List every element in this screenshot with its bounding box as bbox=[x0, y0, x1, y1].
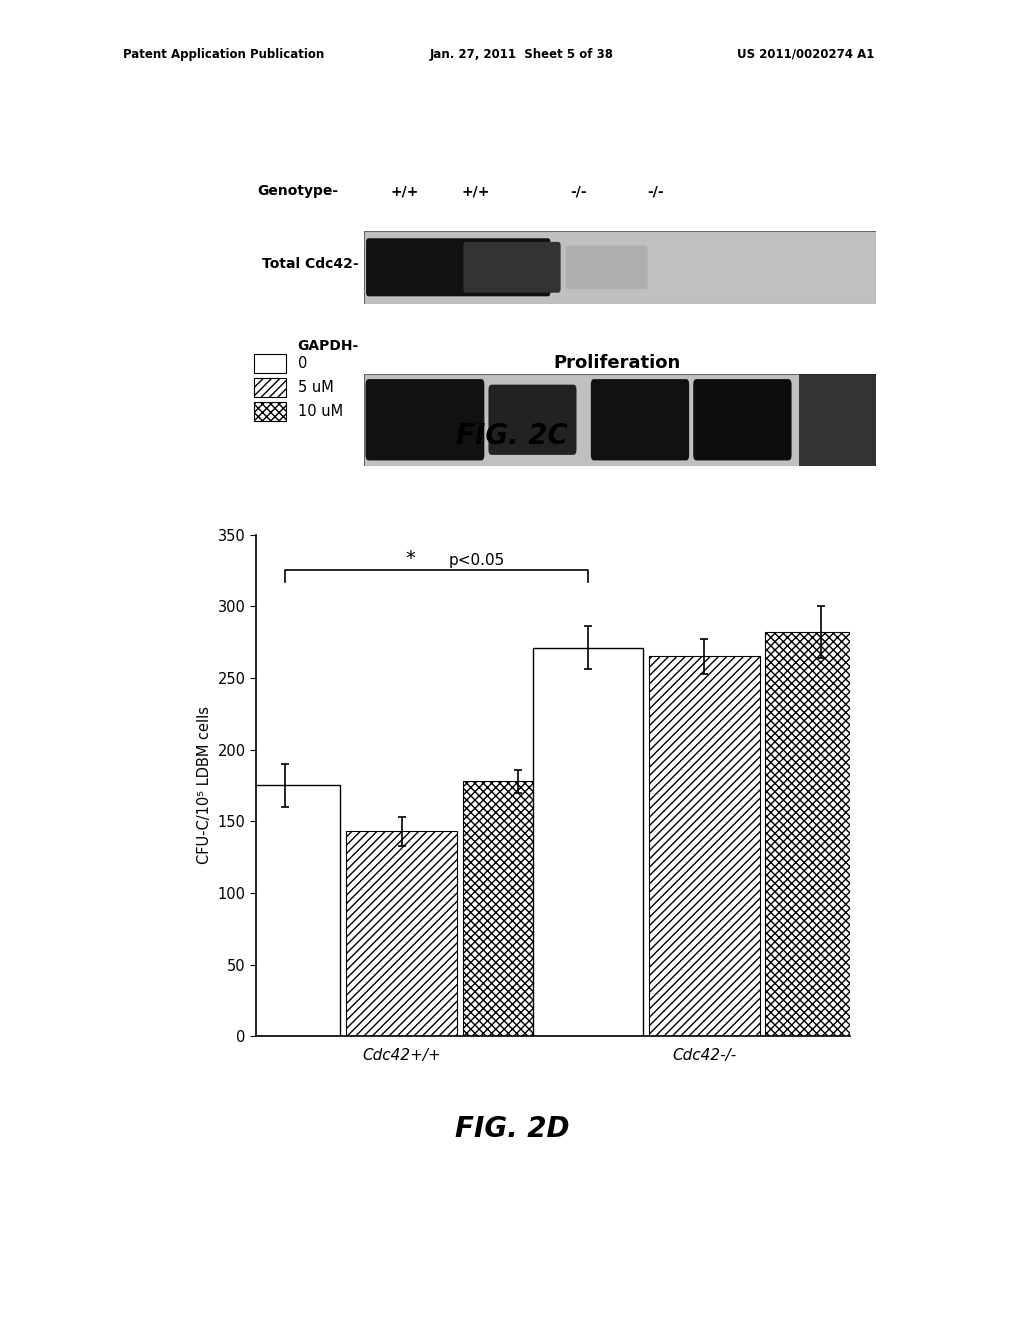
FancyBboxPatch shape bbox=[799, 374, 876, 466]
Text: GAPDH-: GAPDH- bbox=[297, 339, 358, 352]
FancyBboxPatch shape bbox=[488, 384, 577, 455]
Text: Jan. 27, 2011  Sheet 5 of 38: Jan. 27, 2011 Sheet 5 of 38 bbox=[430, 48, 614, 61]
Text: -/-: -/- bbox=[570, 185, 587, 198]
Text: +/+: +/+ bbox=[462, 185, 490, 198]
FancyBboxPatch shape bbox=[366, 379, 484, 461]
Text: FIG. 2C: FIG. 2C bbox=[456, 422, 568, 450]
Text: +/+: +/+ bbox=[390, 185, 419, 198]
Text: p<0.05: p<0.05 bbox=[449, 553, 505, 568]
Text: *: * bbox=[406, 549, 416, 568]
Bar bbox=[532, 648, 643, 1036]
Text: Genotype-: Genotype- bbox=[257, 185, 338, 198]
FancyBboxPatch shape bbox=[693, 379, 792, 461]
Text: Proliferation: Proliferation bbox=[553, 354, 680, 372]
Bar bbox=[463, 781, 573, 1036]
Text: Total Cdc42-: Total Cdc42- bbox=[262, 257, 358, 271]
FancyBboxPatch shape bbox=[591, 379, 689, 461]
Text: US 2011/0020274 A1: US 2011/0020274 A1 bbox=[737, 48, 874, 61]
Bar bbox=[649, 656, 760, 1036]
Text: Patent Application Publication: Patent Application Publication bbox=[123, 48, 325, 61]
FancyBboxPatch shape bbox=[367, 238, 551, 297]
Text: -/-: -/- bbox=[647, 185, 664, 198]
FancyBboxPatch shape bbox=[565, 246, 648, 289]
FancyBboxPatch shape bbox=[463, 242, 561, 293]
Bar bbox=[766, 632, 877, 1036]
Bar bbox=[229, 785, 340, 1036]
Text: FIG. 2D: FIG. 2D bbox=[455, 1115, 569, 1143]
Bar bbox=[346, 832, 457, 1036]
Legend: 0, 5 uM, 10 uM: 0, 5 uM, 10 uM bbox=[252, 351, 346, 424]
Y-axis label: CFU-C/10⁵ LDBM cells: CFU-C/10⁵ LDBM cells bbox=[197, 706, 212, 865]
